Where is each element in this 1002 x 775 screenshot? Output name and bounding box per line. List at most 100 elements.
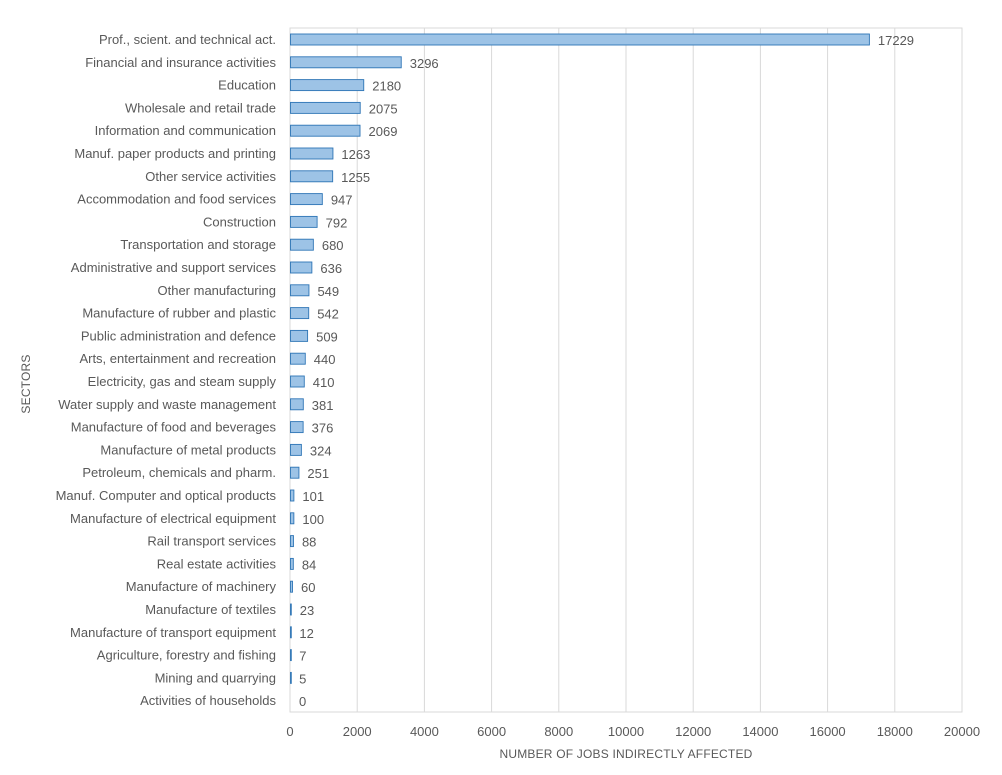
x-tick-label: 12000: [675, 724, 711, 739]
bar: [290, 466, 300, 479]
x-tick-label: 8000: [544, 724, 573, 739]
bar: [290, 307, 310, 320]
category-label: Other manufacturing: [157, 283, 276, 298]
bar: [290, 421, 304, 434]
data-label: 88: [302, 535, 316, 550]
x-tick-label: 2000: [343, 724, 372, 739]
data-label: 23: [300, 603, 314, 618]
category-label: Manuf. Computer and optical products: [56, 488, 277, 503]
data-label: 381: [312, 398, 334, 413]
data-label: 3296: [410, 56, 439, 71]
data-label: 324: [310, 443, 332, 458]
bar: [290, 443, 302, 456]
bar: [290, 671, 292, 684]
category-label: Manufacture of metal products: [100, 442, 276, 457]
category-label: Water supply and waste management: [58, 397, 276, 412]
bar: [290, 56, 402, 69]
category-label: Construction: [203, 214, 276, 229]
bar: [290, 215, 318, 228]
category-label: Manufacture of electrical equipment: [70, 511, 276, 526]
data-label: 680: [322, 238, 344, 253]
category-label: Manufacture of machinery: [126, 579, 277, 594]
category-label: Wholesale and retail trade: [125, 100, 276, 115]
category-label: Accommodation and food services: [77, 192, 276, 207]
bar: [290, 649, 292, 662]
category-label: Prof., scient. and technical act.: [99, 32, 276, 47]
category-label: Other service activities: [145, 169, 276, 184]
bar: [290, 124, 361, 137]
data-label: 636: [320, 261, 342, 276]
category-label: Manufacture of transport equipment: [70, 625, 276, 640]
bar: [290, 238, 314, 251]
bar: [290, 626, 292, 639]
category-labels: Prof., scient. and technical act. Financi…: [56, 32, 277, 708]
bar: [290, 398, 304, 411]
bar: [290, 193, 323, 206]
bar: [290, 147, 334, 160]
category-label: Manufacture of food and beverages: [71, 420, 277, 435]
category-label: Real estate activities: [157, 556, 277, 571]
data-label: 1255: [341, 170, 370, 185]
bar: [290, 284, 310, 297]
data-label: 1263: [341, 147, 370, 162]
bar: [290, 535, 294, 548]
data-label: 542: [317, 307, 339, 322]
data-label: 2069: [369, 124, 398, 139]
bar: [290, 261, 313, 274]
category-label: Financial and insurance activities: [85, 55, 276, 70]
bar: [290, 375, 305, 388]
category-label: Rail transport services: [147, 534, 276, 549]
category-label: Activities of households: [140, 693, 276, 708]
data-label: 17229: [878, 33, 914, 48]
data-label: 101: [302, 489, 324, 504]
x-tick-label: 18000: [877, 724, 913, 739]
data-label: 549: [317, 284, 339, 299]
category-label: Administrative and support services: [71, 260, 277, 275]
data-label: 5: [299, 671, 306, 686]
data-label: 410: [313, 375, 335, 390]
data-label: 947: [331, 193, 353, 208]
category-label: Mining and quarrying: [155, 670, 276, 685]
data-label: 440: [314, 352, 336, 367]
data-label: 84: [302, 557, 316, 572]
x-tick-label: 4000: [410, 724, 439, 739]
category-label: Manufacture of rubber and plastic: [82, 306, 276, 321]
category-label: Transportation and storage: [120, 237, 276, 252]
category-label: Information and communication: [95, 123, 276, 138]
category-label: Petroleum, chemicals and pharm.: [82, 465, 276, 480]
category-label: Education: [218, 78, 276, 93]
data-label: 100: [302, 512, 324, 527]
plot-area: [289, 27, 963, 713]
bars: [290, 33, 870, 684]
data-label: 60: [301, 580, 315, 595]
bar: [290, 489, 295, 502]
data-label: 509: [316, 329, 338, 344]
bar: [290, 79, 365, 92]
bar: [290, 603, 292, 616]
data-label: 792: [326, 215, 348, 230]
x-tick-label: 10000: [608, 724, 644, 739]
data-label: 12: [299, 626, 313, 641]
data-labels: 17229 3296 2180 2075 2069 1263 1255 947 792 680 63…: [299, 33, 914, 709]
x-tick-label: 6000: [477, 724, 506, 739]
data-label: 2075: [369, 101, 398, 116]
x-tick-label: 16000: [810, 724, 846, 739]
bar: [290, 512, 295, 525]
bar: [290, 580, 293, 593]
category-label: Manuf. paper products and printing: [74, 146, 276, 161]
category-label: Agriculture, forestry and fishing: [97, 648, 276, 663]
category-label: Electricity, gas and steam supply: [88, 374, 277, 389]
category-label: Manufacture of textiles: [145, 602, 276, 617]
category-label: Arts, entertainment and recreation: [79, 351, 276, 366]
category-label: Public administration and defence: [81, 328, 276, 343]
data-label: 251: [307, 466, 329, 481]
data-label: 7: [299, 649, 306, 664]
x-tick-label: 14000: [742, 724, 778, 739]
x-tick-label: 0: [286, 724, 293, 739]
data-label: 2180: [372, 79, 401, 94]
bar: [290, 170, 334, 183]
bar: [290, 557, 294, 570]
x-axis-tick-labels: 0 2000 4000 6000 8000 10000 12000 14000 16000 180…: [286, 724, 980, 739]
x-tick-label: 20000: [944, 724, 980, 739]
